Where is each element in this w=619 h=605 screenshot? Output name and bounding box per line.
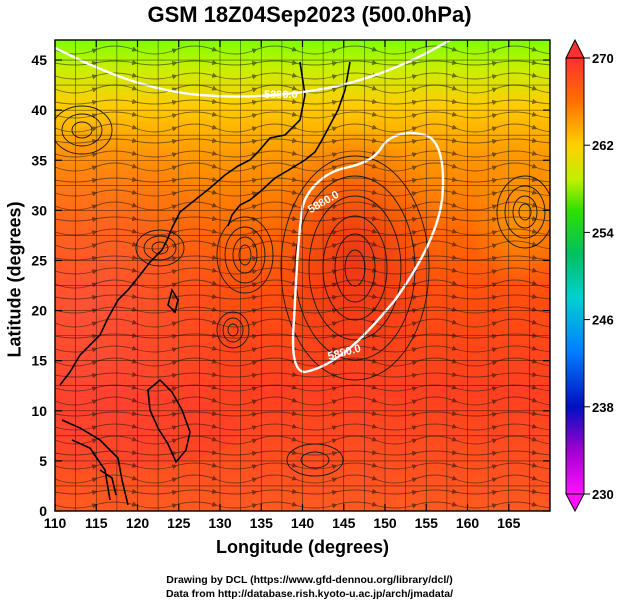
streamline bbox=[55, 111, 550, 119]
x-tick-label: 150 bbox=[373, 515, 397, 531]
streamline bbox=[55, 488, 550, 496]
contour-5880-north bbox=[55, 40, 451, 98]
map-title: GSM 18Z04Sep2023 (500.0hPa) bbox=[147, 2, 472, 27]
y-tick-label: 40 bbox=[31, 102, 47, 118]
y-axis-label: Latitude (degrees) bbox=[4, 201, 25, 358]
colorbar-tick-label: 238 bbox=[592, 400, 614, 415]
colorbar-tick-label: 270 bbox=[592, 51, 614, 66]
x-tick-label: 115 bbox=[85, 515, 108, 531]
credit-drawing: Drawing by DCL (https://www.gfd-dennou.o… bbox=[166, 574, 453, 586]
streamline bbox=[55, 240, 550, 250]
streamline bbox=[55, 462, 550, 470]
x-tick-label: 140 bbox=[291, 515, 315, 531]
colorbar-tick-label: 246 bbox=[592, 313, 614, 328]
x-tick-label: 165 bbox=[497, 515, 521, 531]
colorbar-tick-label: 254 bbox=[592, 225, 614, 240]
x-tick-label: 155 bbox=[415, 515, 439, 531]
streamline bbox=[55, 318, 550, 328]
y-tick-label: 45 bbox=[31, 52, 47, 68]
x-tick-label: 160 bbox=[456, 515, 480, 531]
streamline bbox=[55, 384, 550, 392]
y-tick-label: 10 bbox=[31, 403, 47, 419]
y-tick-label: 35 bbox=[31, 152, 47, 168]
x-tick-label: 145 bbox=[332, 515, 356, 531]
streamline bbox=[55, 410, 550, 418]
streamline-loop bbox=[222, 317, 244, 343]
coastlines bbox=[59, 61, 351, 506]
credit-data: Data from http://database.rish.kyoto-u.a… bbox=[165, 588, 454, 600]
colorbar: 270 262 254 246 238 230 bbox=[565, 38, 614, 513]
streamline bbox=[55, 215, 550, 223]
streamline bbox=[55, 371, 550, 379]
streamline bbox=[55, 332, 550, 340]
streamline bbox=[55, 162, 550, 172]
y-tick-label: 0 bbox=[39, 503, 47, 519]
streamline bbox=[55, 345, 550, 353]
x-tick-label: 130 bbox=[208, 515, 232, 531]
colorbar-tick-label: 262 bbox=[592, 138, 614, 153]
streamline bbox=[55, 306, 550, 314]
streamline bbox=[55, 201, 550, 211]
x-tick-label: 110 bbox=[44, 515, 67, 531]
streamline bbox=[55, 449, 550, 457]
y-tick-label: 30 bbox=[31, 202, 47, 218]
y-tick-label: 5 bbox=[39, 453, 47, 469]
streamline bbox=[55, 254, 550, 262]
streamline bbox=[55, 123, 550, 133]
streamline bbox=[55, 228, 550, 236]
x-tick-label: 125 bbox=[167, 515, 191, 531]
x-tick-label: 120 bbox=[126, 515, 150, 531]
streamline bbox=[55, 435, 550, 445]
streamline bbox=[55, 189, 550, 197]
y-tick-label: 15 bbox=[31, 353, 47, 369]
streamline bbox=[55, 423, 550, 431]
x-axis-label: Longitude (degrees) bbox=[215, 537, 389, 557]
streamline bbox=[55, 84, 550, 94]
streamline bbox=[55, 267, 550, 275]
streamline bbox=[55, 59, 550, 67]
y-axis: 0 5 10 15 20 25 30 35 40 45 bbox=[31, 52, 550, 519]
contour-label-north: 5880.0 bbox=[264, 89, 298, 101]
colorbar-tick-label: 230 bbox=[592, 487, 614, 502]
x-tick-label: 135 bbox=[250, 515, 274, 531]
y-tick-label: 25 bbox=[31, 252, 47, 268]
streamline bbox=[55, 474, 550, 484]
streamline bbox=[55, 357, 550, 367]
contour-5880 bbox=[55, 40, 451, 374]
y-tick-label: 20 bbox=[31, 303, 47, 319]
streamline bbox=[55, 293, 550, 301]
contour-5880-island bbox=[291, 131, 445, 374]
streamline bbox=[55, 501, 550, 509]
streamline bbox=[55, 72, 550, 80]
streamline bbox=[55, 279, 550, 289]
temperature-field bbox=[55, 40, 550, 511]
streamline bbox=[55, 98, 550, 106]
streamline-loop bbox=[504, 185, 546, 239]
streamline bbox=[55, 45, 550, 55]
streamline bbox=[55, 176, 550, 184]
x-axis: 110 115 120 125 130 135 140 145 150 155 160 165 bbox=[44, 40, 521, 531]
streamlines bbox=[55, 45, 550, 509]
streamline bbox=[55, 137, 550, 145]
streamline bbox=[55, 150, 550, 158]
streamline bbox=[55, 396, 550, 406]
